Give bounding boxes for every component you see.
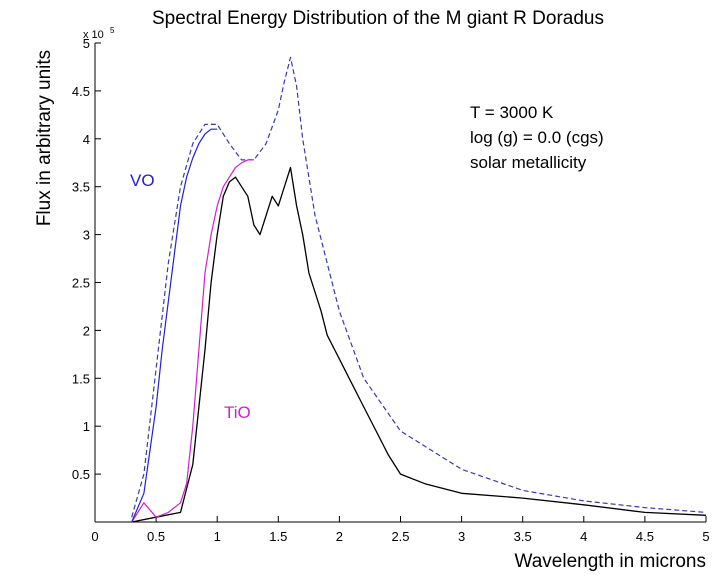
y-tick-label: 1 <box>83 419 90 434</box>
y-multiplier-exponent: 5 <box>110 26 115 35</box>
x-tick-label: 4.5 <box>636 529 654 544</box>
y-tick-label: 5 <box>83 36 90 51</box>
observed-spectrum-line <box>131 166 707 523</box>
x-tick-label: 1 <box>214 529 221 544</box>
x-tick-label: 3 <box>458 529 465 544</box>
y-multiplier: x 10 5 <box>83 26 115 41</box>
x-tick-label: 0.5 <box>147 529 165 544</box>
x-tick-label: 3.5 <box>514 529 532 544</box>
x-tick-label: 2.5 <box>391 529 409 544</box>
temperature-annotation: T = 3000 K <box>470 103 554 122</box>
x-tick-label: 4 <box>580 529 587 544</box>
chart-title: Spectral Energy Distribution of the M gi… <box>152 8 604 29</box>
vo-model-line <box>131 128 218 523</box>
vo-label: VO <box>130 171 155 190</box>
origin-label: 0 <box>91 529 98 544</box>
x-ticks: 0.5 1 1.5 2 2.5 3 3.5 4 4.5 5 <box>147 516 710 544</box>
y-tick-label: 3 <box>83 228 90 243</box>
series-layer <box>131 56 707 523</box>
axes <box>94 43 706 523</box>
y-ticks: 0.5 1 1.5 2 2.5 3 3.5 4 4.5 5 <box>72 36 101 482</box>
x-tick-label: 1.5 <box>269 529 287 544</box>
y-axis-label: Flux in arbitrary units <box>34 50 55 226</box>
x-tick-label: 5 <box>702 529 709 544</box>
continuum-line <box>131 56 707 518</box>
y-tick-label: 4.5 <box>72 84 90 99</box>
y-tick-label: 3.5 <box>72 180 90 195</box>
tio-label: TiO <box>224 403 251 422</box>
gravity-annotation: log (g) = 0.0 (cgs) <box>470 128 604 147</box>
tio-model-line <box>131 159 254 523</box>
y-multiplier-base: x 10 <box>83 29 104 41</box>
y-tick-label: 4 <box>83 132 90 147</box>
model-parameters: T = 3000 K log (g) = 0.0 (cgs) solar met… <box>470 103 604 172</box>
y-tick-label: 2 <box>83 323 90 338</box>
metallicity-annotation: solar metallicity <box>470 153 587 172</box>
y-tick-label: 0.5 <box>72 467 90 482</box>
y-tick-label: 1.5 <box>72 371 90 386</box>
x-axis-label: Wavelength in microns <box>515 551 706 572</box>
x-tick-label: 2 <box>336 529 343 544</box>
y-tick-label: 2.5 <box>72 276 90 291</box>
